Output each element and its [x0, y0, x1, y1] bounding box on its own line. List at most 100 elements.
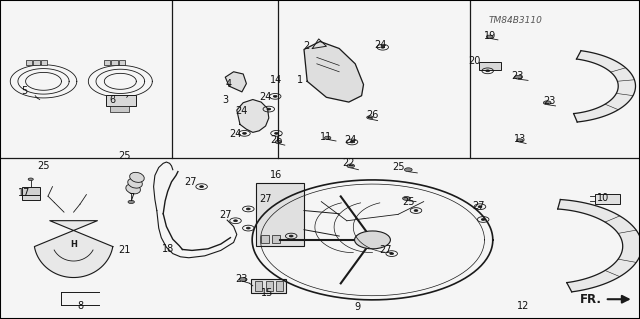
Circle shape [128, 200, 134, 204]
Text: 27: 27 [259, 194, 272, 204]
Text: 13: 13 [513, 134, 526, 144]
Bar [479, 62, 501, 70]
Circle shape [403, 197, 410, 200]
Circle shape [404, 168, 412, 172]
Bar [251, 279, 286, 293]
Text: 24: 24 [374, 40, 387, 50]
Ellipse shape [130, 172, 144, 182]
Text: 22: 22 [342, 158, 355, 168]
Circle shape [234, 220, 237, 222]
Circle shape [486, 35, 493, 38]
Text: 6: 6 [109, 94, 115, 105]
Text: 24: 24 [259, 92, 272, 102]
Circle shape [28, 178, 33, 181]
Bar [256, 183, 304, 246]
Polygon shape [557, 199, 640, 292]
Bar [595, 194, 620, 204]
Circle shape [273, 95, 277, 97]
Text: 24: 24 [344, 135, 357, 145]
Bar [41, 60, 47, 65]
Text: 19: 19 [483, 31, 496, 41]
Circle shape [239, 278, 247, 281]
Circle shape [350, 141, 354, 143]
Text: 3: 3 [222, 95, 228, 106]
Ellipse shape [128, 178, 142, 188]
Circle shape [243, 132, 246, 134]
Text: 25: 25 [118, 151, 131, 161]
Text: 1: 1 [296, 75, 303, 85]
Text: 4: 4 [226, 78, 232, 89]
Bar [255, 281, 262, 291]
Circle shape [381, 46, 385, 48]
Text: 20: 20 [468, 56, 481, 66]
Text: 9: 9 [354, 302, 360, 312]
Text: 8: 8 [77, 300, 83, 311]
Polygon shape [237, 100, 269, 132]
Text: TM84B3110: TM84B3110 [488, 16, 542, 25]
Polygon shape [304, 41, 364, 102]
Bar [119, 60, 125, 65]
Text: 16: 16 [270, 170, 283, 180]
Polygon shape [35, 221, 113, 278]
Circle shape [324, 136, 331, 139]
Bar [22, 195, 40, 200]
Text: 27: 27 [184, 177, 197, 187]
Ellipse shape [126, 184, 140, 194]
Text: 12: 12 [517, 300, 530, 311]
Text: 27: 27 [379, 245, 392, 256]
Text: 27: 27 [219, 210, 232, 220]
Circle shape [289, 235, 293, 237]
Circle shape [543, 101, 551, 105]
Circle shape [478, 206, 482, 208]
Text: 21: 21 [118, 245, 131, 256]
Circle shape [200, 186, 204, 188]
Text: 23: 23 [236, 274, 248, 284]
Text: FR.: FR. [580, 293, 602, 306]
Bar [276, 281, 283, 291]
Text: 23: 23 [543, 96, 556, 107]
Text: 24: 24 [236, 106, 248, 116]
Circle shape [390, 253, 394, 255]
Circle shape [246, 227, 250, 229]
Text: 26: 26 [270, 135, 283, 145]
Text: 27: 27 [472, 201, 485, 211]
Text: 26: 26 [366, 110, 379, 121]
Text: 5: 5 [21, 86, 28, 96]
Circle shape [367, 116, 373, 119]
Circle shape [275, 140, 282, 144]
Text: 7: 7 [128, 193, 134, 204]
Text: 14: 14 [270, 75, 283, 85]
Text: 23: 23 [511, 71, 524, 81]
Bar [110, 106, 129, 112]
Circle shape [347, 164, 355, 168]
Polygon shape [573, 51, 636, 122]
Text: 25: 25 [392, 161, 404, 172]
Circle shape [515, 75, 522, 79]
Bar [33, 60, 40, 65]
Text: 15: 15 [261, 288, 274, 298]
Text: 25: 25 [37, 161, 50, 171]
Text: 18: 18 [161, 244, 174, 255]
Circle shape [486, 70, 490, 72]
Circle shape [414, 210, 418, 211]
Text: H: H [70, 240, 77, 249]
Circle shape [516, 139, 523, 142]
Circle shape [246, 208, 250, 210]
Text: 11: 11 [320, 131, 333, 142]
Bar [104, 60, 110, 65]
Text: 2: 2 [303, 41, 309, 51]
Text: 10: 10 [596, 193, 609, 204]
Bar [272, 235, 280, 243]
Text: 17: 17 [17, 188, 30, 198]
Bar [26, 60, 32, 65]
Circle shape [267, 108, 271, 110]
Bar [22, 187, 40, 195]
Text: 24: 24 [229, 129, 242, 139]
Circle shape [481, 219, 485, 220]
Bar [106, 95, 136, 106]
Text: 25: 25 [402, 197, 415, 207]
Circle shape [275, 132, 278, 134]
Polygon shape [225, 72, 246, 92]
Bar [261, 235, 269, 243]
Bar [266, 281, 273, 291]
